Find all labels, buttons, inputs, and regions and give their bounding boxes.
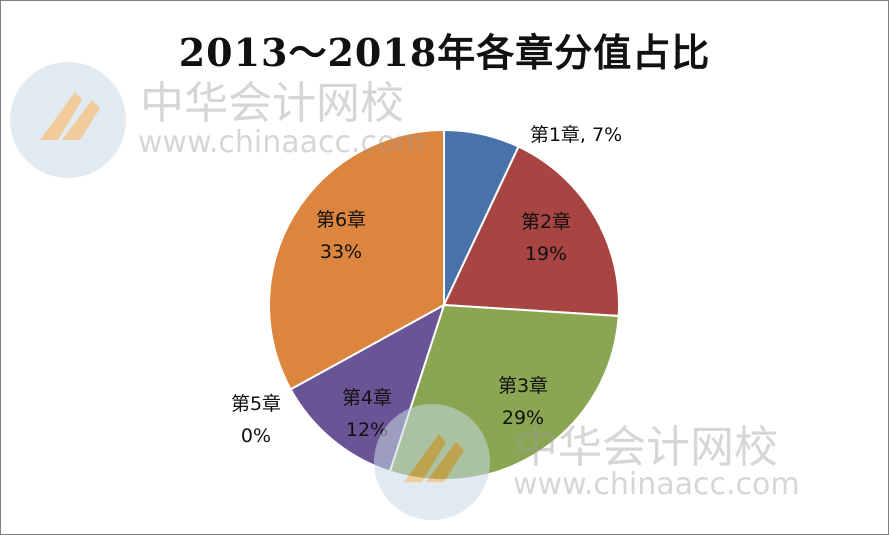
slice-percent-label-4: 12% xyxy=(346,419,388,441)
watermark-brand: 中华会计网校 xyxy=(140,78,404,129)
pie-slice-2 xyxy=(442,145,620,318)
slice-name-label-4: 第4章 xyxy=(342,387,392,409)
pie-slice-labels: 第1章, 7% 第2章 19% 第3章 29% 第4章 12% 第5章 0% 第6章 33% xyxy=(231,124,622,447)
watermark-logo-mark-icon xyxy=(404,434,464,482)
watermark-brand: 中华会计网校 xyxy=(514,422,778,473)
slice-percent-label-2: 19% xyxy=(525,243,567,265)
watermark-top: 中华会计网校 www.chinaacc.com xyxy=(10,62,425,178)
slice-percent-label-3: 29% xyxy=(502,407,544,429)
slice-percent-label-6: 33% xyxy=(320,241,362,263)
watermark-logo-mark-icon xyxy=(40,92,100,140)
pie-slice-6 xyxy=(268,128,445,391)
watermark-url: www.chinaacc.com xyxy=(138,125,425,160)
watermark-bottom: 中华会计网校 www.chinaacc.com xyxy=(374,404,800,520)
slice-percent-label-5: 0% xyxy=(241,425,271,447)
slice-name-label-5: 第5章 xyxy=(231,393,281,415)
slice-name-label-3: 第3章 xyxy=(498,375,548,397)
slice-label-1: 第1章, 7% xyxy=(530,124,622,146)
slice-name-label-2: 第2章 xyxy=(521,211,571,233)
slice-name-label-6: 第6章 xyxy=(316,209,366,231)
chart-title: 2013～2018年各章分值占比 xyxy=(178,30,711,75)
watermark-url: www.chinaacc.com xyxy=(513,467,800,502)
